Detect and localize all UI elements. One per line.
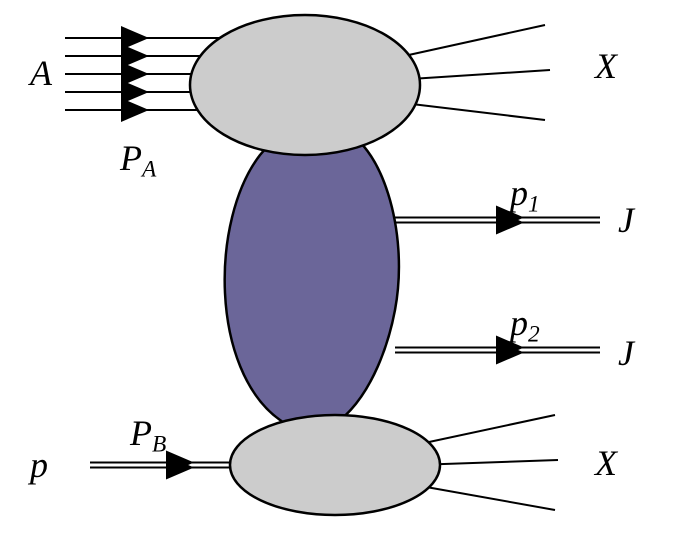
- label-X-top: X: [593, 46, 619, 86]
- label-p: p: [27, 445, 48, 485]
- nucleus-blob: [190, 15, 420, 155]
- label-A: A: [28, 53, 53, 93]
- label-J2: J: [618, 333, 636, 373]
- feynman-diagram: APAXp1Jp2JPBpX: [0, 0, 685, 535]
- label-J1: J: [618, 200, 636, 240]
- label-X-bottom: X: [593, 443, 619, 483]
- proton-blob: [230, 415, 440, 515]
